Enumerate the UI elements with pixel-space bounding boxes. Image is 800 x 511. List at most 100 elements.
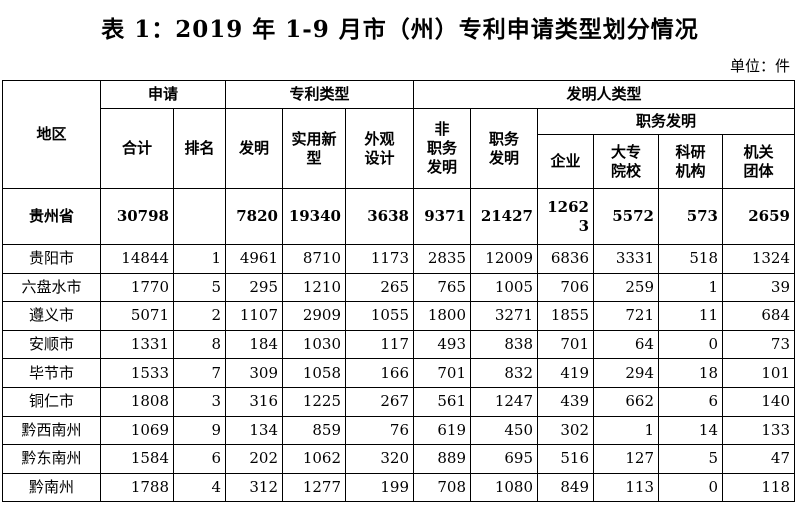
cell-invention: 184	[225, 329, 283, 360]
cell-rank: 8	[173, 329, 226, 360]
table-row: 铜仁市 1808 3 316 1225 267 561 1247 439 662 6 140	[2, 386, 795, 417]
cell-non-service: 493	[413, 329, 471, 360]
table-row: 黔东南州 1584 6 202 1062 320 889 695 516 127 5 47	[2, 444, 795, 474]
cell-enterprise: 6836	[537, 244, 594, 274]
cell-agency: 1324	[722, 244, 795, 274]
cell-total: 1770	[100, 272, 174, 303]
cell-service: 838	[470, 329, 538, 360]
header-research: 科研 机构	[658, 134, 723, 189]
cell-research: 18	[658, 358, 723, 388]
cell-rank: 9	[173, 415, 226, 446]
header-utility: 实用新 型	[282, 108, 346, 189]
cell-enterprise: 419	[537, 358, 594, 388]
cell-utility: 8710	[282, 244, 346, 274]
cell-utility: 1277	[282, 472, 346, 503]
cell-non-service: 889	[413, 444, 471, 474]
cell-region: 贵州省	[2, 188, 101, 245]
cell-agency: 39	[722, 272, 795, 303]
cell-design: 76	[345, 415, 414, 446]
cell-total: 1584	[100, 444, 174, 474]
cell-region: 安顺市	[2, 329, 101, 360]
cell-non-service: 701	[413, 358, 471, 388]
cell-rank: 3	[173, 386, 226, 417]
cell-design: 320	[345, 444, 414, 474]
cell-service: 695	[470, 444, 538, 474]
cell-rank: 6	[173, 444, 226, 474]
cell-non-service: 1800	[413, 301, 471, 331]
table-row: 安顺市 1331 8 184 1030 117 493 838 701 64 0 73	[2, 329, 795, 360]
cell-region: 黔南州	[2, 472, 101, 503]
cell-utility: 2909	[282, 301, 346, 331]
header-total: 合计	[100, 108, 174, 189]
cell-research: 0	[658, 472, 723, 503]
cell-university: 64	[593, 329, 659, 360]
patent-table: 地区 申请 专利类型 发明人类型 合计 排名 发明 实用新 型 外观 设计 非 …	[2, 80, 795, 503]
cell-utility: 1210	[282, 272, 346, 303]
cell-agency: 684	[722, 301, 795, 331]
cell-total: 14844	[100, 244, 174, 274]
table-row: 黔南州 1788 4 312 1277 199 708 1080 849 113 0 118	[2, 472, 795, 503]
cell-design: 166	[345, 358, 414, 388]
header-group-patent-type: 专利类型	[225, 80, 414, 109]
cell-enterprise: 439	[537, 386, 594, 417]
cell-total: 1331	[100, 329, 174, 360]
cell-utility: 1058	[282, 358, 346, 388]
cell-university: 3331	[593, 244, 659, 274]
cell-design: 1173	[345, 244, 414, 274]
header-non-service: 非 职务 发明	[413, 108, 471, 189]
cell-non-service: 2835	[413, 244, 471, 274]
cell-enterprise: 1262 3	[537, 188, 594, 245]
header-service: 职务 发明	[470, 108, 538, 189]
cell-enterprise: 516	[537, 444, 594, 474]
cell-agency: 101	[722, 358, 795, 388]
cell-utility: 1062	[282, 444, 346, 474]
cell-invention: 309	[225, 358, 283, 388]
cell-invention: 134	[225, 415, 283, 446]
cell-design: 199	[345, 472, 414, 503]
header-group-inventor-type: 发明人类型	[413, 80, 795, 109]
cell-research: 5	[658, 444, 723, 474]
cell-enterprise: 701	[537, 329, 594, 360]
cell-service: 12009	[470, 244, 538, 274]
cell-invention: 316	[225, 386, 283, 417]
cell-invention: 7820	[225, 188, 283, 245]
cell-university: 113	[593, 472, 659, 503]
cell-region: 六盘水市	[2, 272, 101, 303]
header-rank: 排名	[173, 108, 226, 189]
cell-region: 黔东南州	[2, 444, 101, 474]
cell-rank: 5	[173, 272, 226, 303]
table-row: 遵义市 5071 2 1107 2909 1055 1800 3271 1855 721 11 684	[2, 301, 795, 331]
cell-university: 662	[593, 386, 659, 417]
cell-non-service: 765	[413, 272, 471, 303]
header-group-service-invention: 职务发明	[537, 108, 795, 135]
cell-total: 1808	[100, 386, 174, 417]
cell-research: 573	[658, 188, 723, 245]
cell-university: 259	[593, 272, 659, 303]
cell-university: 294	[593, 358, 659, 388]
cell-rank: 4	[173, 472, 226, 503]
cell-agency: 2659	[722, 188, 795, 245]
cell-design: 3638	[345, 188, 414, 245]
header-region: 地区	[2, 80, 101, 189]
cell-service: 1005	[470, 272, 538, 303]
cell-invention: 202	[225, 444, 283, 474]
cell-design: 117	[345, 329, 414, 360]
cell-invention: 1107	[225, 301, 283, 331]
cell-service: 21427	[470, 188, 538, 245]
cell-service: 3271	[470, 301, 538, 331]
cell-service: 450	[470, 415, 538, 446]
cell-total: 30798	[100, 188, 174, 245]
cell-non-service: 561	[413, 386, 471, 417]
cell-research: 14	[658, 415, 723, 446]
cell-enterprise: 849	[537, 472, 594, 503]
cell-enterprise: 1855	[537, 301, 594, 331]
header-enterprise: 企业	[537, 134, 594, 189]
header-design: 外观 设计	[345, 108, 414, 189]
cell-non-service: 619	[413, 415, 471, 446]
cell-research: 6	[658, 386, 723, 417]
cell-non-service: 9371	[413, 188, 471, 245]
cell-total: 1788	[100, 472, 174, 503]
cell-rank: 2	[173, 301, 226, 331]
cell-research: 0	[658, 329, 723, 360]
cell-design: 267	[345, 386, 414, 417]
